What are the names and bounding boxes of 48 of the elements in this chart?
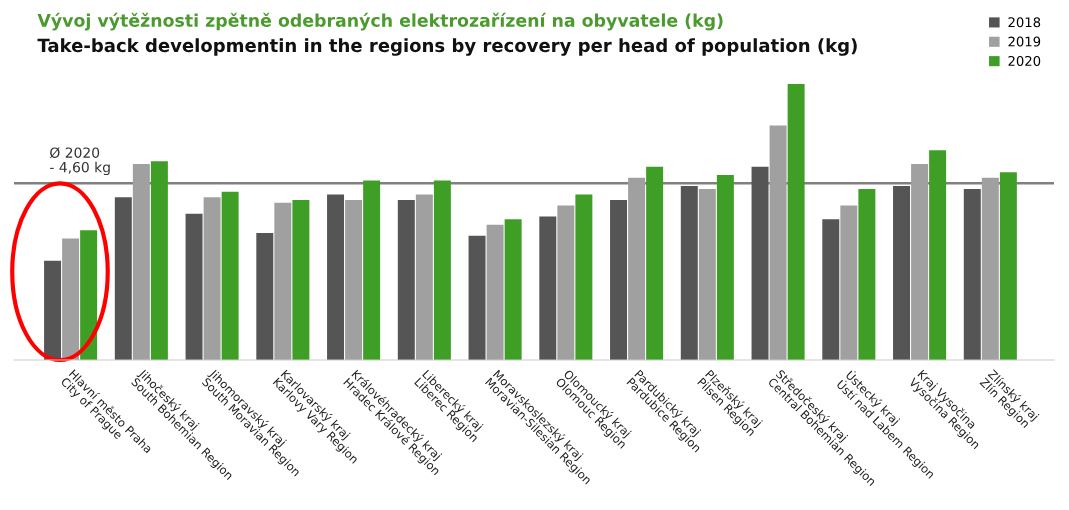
bar	[575, 194, 593, 360]
bar	[345, 199, 363, 360]
bar	[963, 188, 981, 360]
bar	[646, 166, 664, 360]
bar	[114, 197, 132, 360]
bar	[610, 199, 628, 360]
bar	[716, 175, 734, 360]
chart-subtitle: Take-back developmentin in the regions by recovery per head of population (kg)	[37, 38, 857, 56]
bar	[751, 166, 769, 360]
bar	[628, 177, 646, 360]
bar	[822, 219, 840, 360]
bar	[769, 125, 787, 360]
bar	[486, 224, 504, 360]
bar	[150, 161, 168, 360]
bar	[539, 216, 557, 360]
bar	[999, 172, 1017, 360]
bar	[256, 233, 274, 360]
legend-label: 2018	[1008, 17, 1041, 28]
legend-label: 2020	[1008, 55, 1041, 66]
bar	[981, 177, 999, 360]
bar	[557, 205, 575, 360]
bar	[203, 197, 221, 360]
bar	[132, 164, 150, 360]
bar	[840, 205, 858, 360]
bar	[415, 194, 433, 360]
bar	[221, 191, 239, 360]
legend-label: 2019	[1008, 36, 1041, 47]
bar	[680, 186, 698, 360]
bar	[327, 194, 345, 360]
bar	[363, 180, 381, 360]
bar	[185, 213, 203, 360]
bar	[504, 219, 522, 360]
bar	[44, 260, 62, 360]
bar	[911, 164, 929, 360]
bar	[292, 199, 310, 360]
chart-title: Vývoj výtěžnosti zpětně odebraných elektrozařízení na obyvatele (kg)	[37, 12, 723, 31]
bar	[858, 188, 876, 360]
bar	[929, 150, 947, 360]
bar	[787, 84, 805, 360]
bar	[433, 180, 451, 360]
bar	[62, 238, 80, 360]
bar	[274, 202, 292, 360]
bar	[893, 186, 911, 360]
bar	[80, 230, 98, 360]
bar	[397, 199, 415, 360]
bar	[468, 235, 486, 360]
ref-line-label: Ø 2020 - 4,60 kg	[50, 147, 110, 176]
bar	[698, 188, 716, 360]
